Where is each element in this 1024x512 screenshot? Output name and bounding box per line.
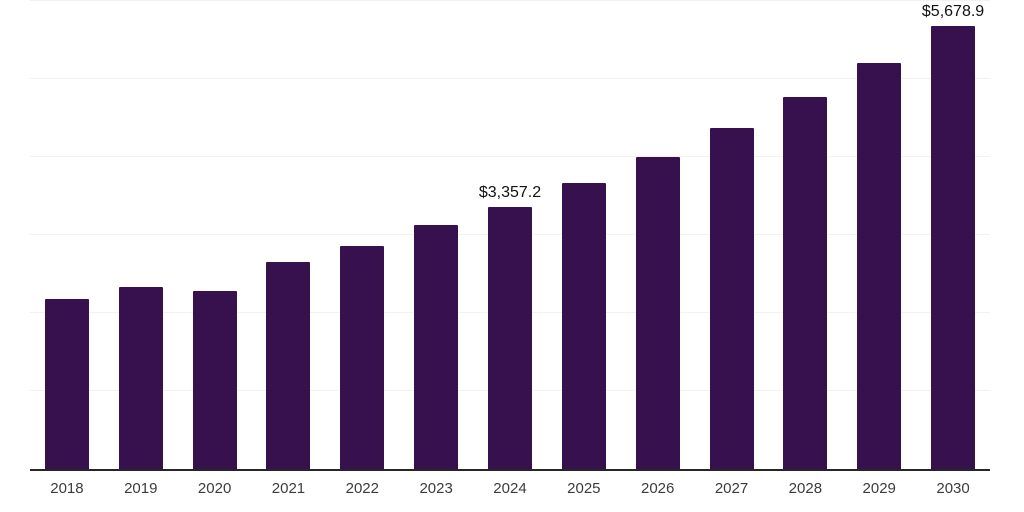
bar-slot (768, 1, 842, 469)
bar-slot (325, 1, 399, 469)
x-tick-label: 2021 (271, 480, 306, 497)
bar-2026[interactable] (635, 156, 680, 469)
bar-slot (842, 1, 916, 469)
bar-2020[interactable] (192, 291, 237, 469)
bar-2019[interactable] (118, 287, 163, 469)
gridline (30, 78, 990, 79)
x-tick-label: 2023 (419, 480, 453, 497)
x-tick-label: 2027 (714, 480, 749, 497)
bar-slot: $5,678.9 (916, 1, 990, 469)
bar-2018[interactable] (44, 299, 89, 469)
x-tick-label: 2026 (640, 480, 675, 497)
gridline (30, 0, 990, 1)
bar-slot (547, 1, 621, 469)
x-tick-label: 2024 (493, 480, 527, 497)
bar-slot (252, 1, 326, 469)
x-tick-label: 2025 (567, 480, 601, 497)
bar-value-label: $5,678.9 (921, 3, 985, 21)
x-axis-labels: 2018 2019 2020 2021 2022 2023 2024 2025 2026 2027… (30, 480, 990, 497)
bar-slot (399, 1, 473, 469)
x-tick-label: 2019 (124, 480, 158, 497)
x-tick-label: 2028 (788, 480, 823, 497)
x-tick-label: 2022 (345, 480, 379, 497)
x-tick-label: 2030 (936, 480, 970, 497)
x-tick-label: 2020 (197, 480, 232, 497)
bar-slot (178, 1, 252, 469)
gridline (30, 156, 990, 157)
bar-slot (621, 1, 695, 469)
bar-slot (30, 1, 104, 469)
bar-2027[interactable] (709, 128, 754, 469)
bar-2023[interactable] (414, 224, 459, 469)
bar-2029[interactable] (857, 63, 902, 469)
bar-2028[interactable] (783, 97, 828, 469)
bar-2022[interactable] (340, 246, 385, 469)
bar-slot: $3,357.2 (473, 1, 547, 469)
bar-2025[interactable] (561, 183, 606, 469)
bars: $3,357.2 $5,678.9 (30, 1, 990, 469)
x-tick-label: 2018 (50, 480, 84, 497)
bar-2021[interactable] (266, 262, 311, 469)
bar-2024[interactable] (487, 207, 532, 469)
bar-slot (104, 1, 178, 469)
bar-2030[interactable] (931, 26, 976, 469)
bar-value-label: $3,357.2 (478, 184, 542, 202)
bar-slot (695, 1, 769, 469)
plot-area: $3,357.2 $5,678.9 (30, 0, 990, 471)
x-tick-label: 2029 (862, 480, 896, 497)
